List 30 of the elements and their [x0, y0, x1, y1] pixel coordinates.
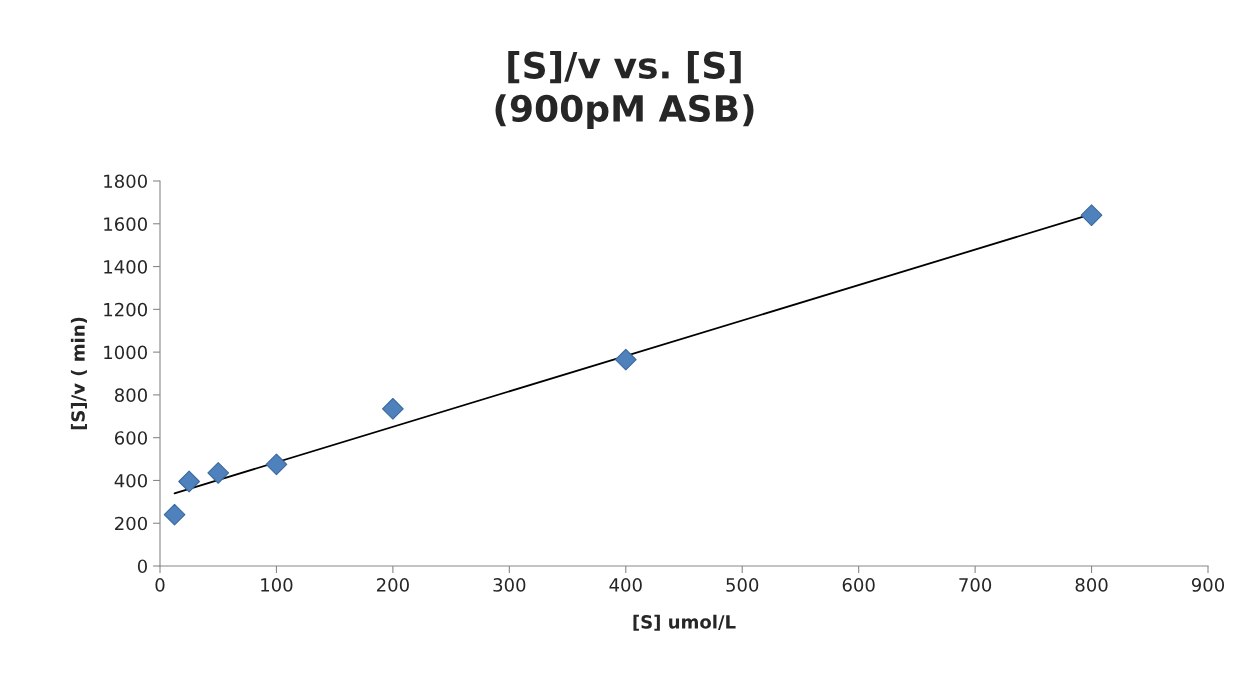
y-tick-label: 800 — [114, 388, 147, 403]
point — [382, 397, 404, 420]
x-tick-label: 200 — [376, 578, 409, 592]
x-tick-label: 800 — [1075, 578, 1108, 592]
y-tick-label: 600 — [114, 431, 147, 445]
y-tick-label: 0 — [137, 559, 147, 574]
y-axis-title: [S]/v ( min) — [70, 317, 87, 430]
x-tick-label: 400 — [609, 578, 642, 592]
x-tick-label: 500 — [726, 578, 759, 592]
point — [163, 503, 186, 526]
x-axis-title: [S] umol/L — [633, 614, 736, 631]
point — [207, 462, 230, 484]
point — [265, 453, 288, 476]
y-tick-label: 200 — [115, 516, 147, 531]
y-tick-label: 1600 — [104, 217, 147, 231]
y-tick-label: 1000 — [104, 345, 147, 360]
point — [614, 348, 637, 371]
chart-title: [S]/v vs. [S] (900pM ASB) — [495, 50, 754, 130]
y-tick-label: 400 — [114, 473, 147, 488]
x-tick-label: 900 — [1191, 578, 1225, 592]
x-tick-label: 100 — [261, 578, 293, 592]
point — [1080, 204, 1103, 227]
y-tick-label: 1400 — [104, 260, 147, 274]
y-tick-label: 1800 — [104, 174, 147, 189]
x-tick-label: 700 — [959, 578, 992, 592]
x-tick-label: 600 — [842, 578, 875, 592]
point — [178, 470, 200, 493]
y-tick-label: 1200 — [104, 302, 147, 317]
x-tick-label: 0 — [155, 578, 165, 592]
x-tick-label: 300 — [493, 578, 526, 592]
